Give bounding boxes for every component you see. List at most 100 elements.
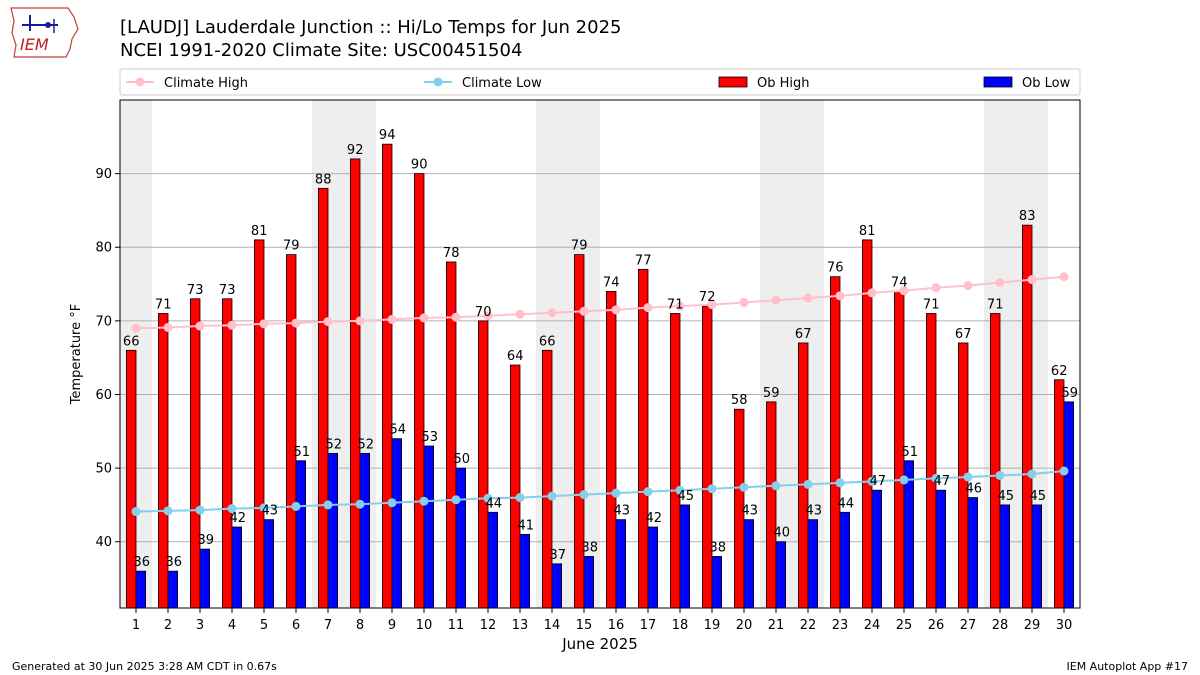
- ob-low-bar: [231, 526, 243, 609]
- climate-high-point: [995, 278, 1005, 288]
- ob-high-bar: [990, 313, 1001, 609]
- ob-low-label: 44: [486, 496, 503, 511]
- ob-high-label: 76: [827, 261, 844, 276]
- legend-swatch: [983, 76, 1013, 88]
- x-tick-label: 24: [864, 618, 881, 633]
- ob-low-bar: [135, 570, 147, 609]
- x-tick-label: 23: [832, 618, 849, 633]
- ob-low-bar: [871, 489, 883, 609]
- legend-swatch: [718, 76, 748, 88]
- ob-low-bar: [615, 519, 627, 609]
- ob-high-bar: [189, 298, 201, 609]
- ob-low-label: 42: [230, 511, 247, 526]
- legend-marker: [135, 77, 145, 87]
- climate-high-point: [355, 316, 365, 326]
- climate-high-point: [611, 305, 621, 315]
- climate-low-point: [771, 481, 781, 491]
- climate-high-point: [803, 293, 813, 303]
- ob-low-label: 40: [774, 526, 791, 541]
- ob-low-bar: [327, 452, 339, 609]
- x-tick-label: 25: [896, 618, 913, 633]
- ob-low-bar: [519, 533, 531, 609]
- ob-high-label: 66: [539, 334, 556, 349]
- ob-low-label: 52: [358, 437, 375, 452]
- ob-low-bar: [999, 504, 1011, 609]
- ob-high-bar: [798, 342, 809, 609]
- ob-low-bar: [167, 570, 179, 609]
- climate-high-point: [419, 313, 429, 323]
- x-tick-label: 8: [356, 618, 364, 633]
- plot-frame: [119, 99, 1081, 609]
- climate-low-point: [867, 476, 877, 486]
- ob-low-bar: [839, 511, 851, 609]
- climate-low-point: [483, 493, 493, 503]
- legend-marker: [433, 77, 443, 87]
- ob-low-bar: [647, 526, 659, 609]
- ob-low-label: 43: [614, 504, 631, 519]
- ob-high-label: 67: [795, 327, 812, 342]
- ob-high-label: 66: [123, 334, 140, 349]
- ob-low-label: 43: [262, 504, 279, 519]
- y-axis-label: Temperature °F: [69, 304, 84, 405]
- ob-high-label: 59: [763, 386, 780, 401]
- ob-low-bar: [391, 438, 403, 609]
- climate-high-point: [1027, 275, 1037, 285]
- ob-low-label: 54: [390, 423, 407, 438]
- climate-low-point: [739, 482, 749, 492]
- climate-low-point: [611, 488, 621, 498]
- ob-high-label: 62: [1051, 364, 1068, 379]
- ob-low-bar: [711, 556, 723, 609]
- ob-high-label: 83: [1019, 209, 1036, 224]
- ob-high-label: 79: [283, 239, 300, 254]
- x-tick-label: 18: [672, 618, 689, 633]
- climate-low-point: [547, 491, 557, 501]
- ob-low-bar: [807, 519, 819, 609]
- climate-high-point: [323, 317, 333, 327]
- data-labels: 66 71 73 73 81 79 88 92 94 90 78 70 64 66 79 74 77 71 72 58…: [123, 128, 1078, 570]
- ob-low-label: 39: [198, 533, 215, 548]
- ob-low-bar: [1063, 401, 1075, 609]
- ob-high-bar: [413, 173, 425, 609]
- ob-high-bar: [542, 349, 553, 609]
- ob-high-label: 78: [443, 246, 460, 261]
- climate-high-point: [291, 318, 301, 328]
- climate-low-point: [387, 498, 397, 508]
- ob-high-bar: [670, 313, 681, 609]
- x-tick-label: 4: [228, 618, 236, 633]
- climate-low-point: [963, 472, 973, 482]
- ob-high-label: 94: [379, 128, 396, 143]
- chart-title: [LAUDJ] Lauderdale Junction :: Hi/Lo Tem…: [120, 17, 622, 38]
- ob-low-label: 44: [838, 496, 855, 511]
- x-tick-label: 30: [1056, 618, 1073, 633]
- ob-high-label: 71: [987, 298, 1004, 313]
- climate-lines: [131, 272, 1069, 517]
- ob-low-label: 43: [806, 504, 823, 519]
- x-axis: 1 2 3 4 5 6 7 8 9 10 11 12 13 14 15 16 17 18 19 20 21 22 23 24 2…: [132, 608, 1072, 633]
- ob-low-bar: [679, 504, 691, 609]
- climate-high-point: [963, 281, 973, 291]
- ob-high-label: 71: [923, 298, 940, 313]
- climate-low-point: [355, 499, 365, 509]
- y-tick-label: 80: [95, 241, 112, 256]
- app-id: IEM Autoplot App #17: [1066, 660, 1189, 673]
- climate-low-point: [227, 504, 237, 514]
- x-tick-label: 14: [544, 618, 561, 633]
- ob-high-label: 79: [571, 239, 588, 254]
- generated-timestamp: Generated at 30 Jun 2025 3:28 AM CDT in …: [12, 660, 277, 673]
- climate-high-point: [643, 303, 653, 313]
- ob-high-label: 71: [155, 298, 172, 313]
- ob-low-bar: [775, 541, 787, 609]
- climate-low-point: [1059, 466, 1069, 476]
- ob-high-label: 71: [667, 298, 684, 313]
- ob-low-label: 45: [678, 489, 695, 504]
- ob-high-label: 58: [731, 393, 748, 408]
- x-tick-label: 12: [480, 618, 497, 633]
- x-tick-label: 7: [324, 618, 332, 633]
- climate-low-point: [451, 495, 461, 505]
- x-tick-label: 15: [576, 618, 593, 633]
- climate-low-point: [195, 505, 205, 515]
- ob-high-label: 74: [891, 275, 908, 290]
- ob-low-label: 37: [550, 548, 567, 563]
- iem-logo: IEM: [10, 7, 79, 58]
- ob-low-label: 41: [518, 518, 535, 533]
